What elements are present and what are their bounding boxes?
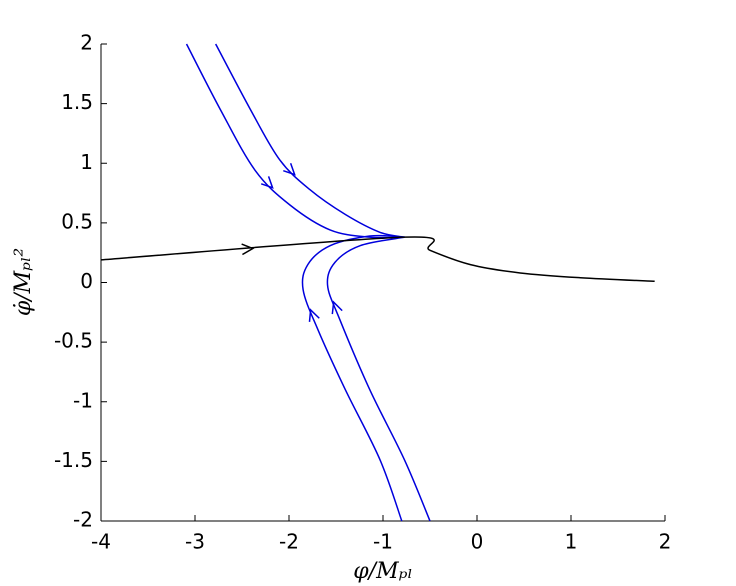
- x-tick-label: 1: [565, 530, 578, 554]
- y-tick-label: -1: [73, 388, 93, 412]
- y-tick-label: 0: [80, 269, 93, 293]
- trajectory: [100, 236, 655, 283]
- y-tick-label: 1.5: [61, 90, 93, 114]
- y-tick-label: 1: [80, 150, 93, 174]
- y-tick-label: -2: [73, 508, 93, 532]
- y-tick-label: 0.5: [61, 209, 93, 233]
- x-tick-label: -3: [185, 530, 205, 554]
- x-tick-label: -4: [91, 530, 111, 554]
- direction-arrow: [283, 163, 296, 176]
- direction-arrow: [308, 308, 320, 322]
- direction-arrow: [241, 243, 255, 256]
- y-tick-label: -1.5: [54, 448, 93, 472]
- trajectory: [326, 236, 431, 522]
- y-tick-label: -0.5: [54, 329, 93, 353]
- trajectory: [301, 234, 405, 522]
- x-tick-label: 2: [659, 530, 672, 554]
- trajectory: [215, 43, 405, 238]
- trajectory: [185, 43, 405, 239]
- y-axis-label: φ̇/Mₚₗ²: [11, 248, 36, 316]
- direction-arrow: [331, 300, 343, 315]
- x-tick-label: 0: [471, 530, 484, 554]
- y-tick-label: 2: [80, 31, 93, 55]
- x-axis-label: φ/Mₚₗ: [353, 559, 412, 584]
- x-tick-label: -1: [373, 530, 393, 554]
- x-tick-label: -2: [279, 530, 299, 554]
- direction-arrow: [260, 176, 274, 189]
